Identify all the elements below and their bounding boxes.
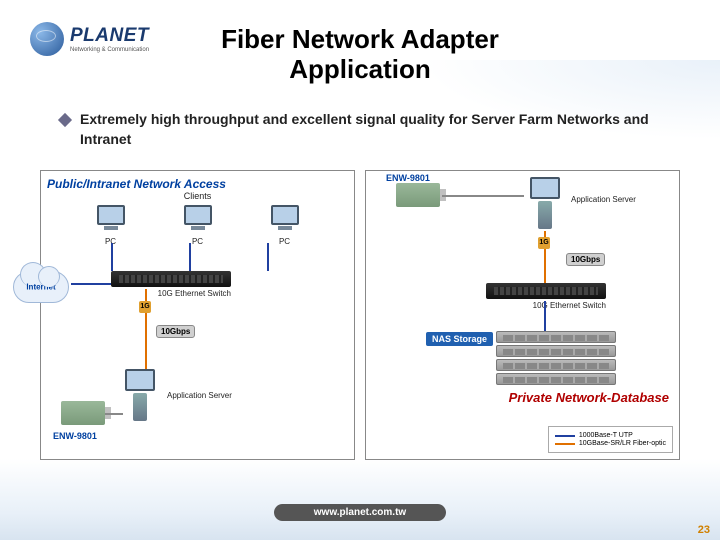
tx-badge: 1G [139,301,151,313]
pc-3: PC [267,205,303,246]
storage-unit-icon [496,331,616,343]
switch: 10G Ethernet Switch [111,271,231,298]
nas-badge: NAS Storage [426,332,493,346]
speed-badge-wrap: 10Gbps [156,321,195,339]
legend-row-fiber: 10GBase-SR/LR Fiber-optic [555,440,666,447]
slide: PLANET Networking & Communication Fiber … [0,0,720,540]
pc-1: PC [93,205,129,246]
right-panel-title: Private Network-Database [509,390,669,405]
speed-badge-wrap: 10Gbps [566,249,605,267]
pc-icon [267,205,303,237]
legend-line-utp [555,435,575,437]
pc-label: PC [267,237,303,246]
storage-stack [496,331,616,387]
nic-wrap [61,401,105,425]
switch-label: 10G Ethernet Switch [486,301,606,310]
pc-row: PC PC PC [67,205,328,246]
speed-badge: 10Gbps [156,325,195,338]
page-number: 23 [698,524,710,536]
legend-utp-label: 1000Base-T UTP [579,432,633,439]
pc-2: PC [180,205,216,246]
left-panel: Public/Intranet Network Access Clients P… [40,170,355,460]
storage-unit-icon [496,373,616,385]
legend: 1000Base-T UTP 10GBase-SR/LR Fiber-optic [548,426,673,453]
nas-badge-wrap: NAS Storage [426,329,493,347]
pc-icon [180,205,216,237]
footer-url: www.planet.com.tw [274,504,446,521]
bullet-row: Extremely high throughput and excellent … [60,110,680,149]
title-line-2: Application [289,54,431,84]
clients-label: Clients [47,191,348,201]
switch-icon [486,283,606,299]
pc-icon [93,205,129,237]
tx-badge: 1G [538,237,550,249]
pc-label: PC [180,237,216,246]
server-icon [121,369,159,421]
server-row: Application Server [121,369,232,421]
link-line [111,243,113,271]
slide-title: Fiber Network Adapter Application [0,25,720,85]
link-line [544,301,546,331]
speed-badge: 10Gbps [566,253,605,266]
footer: www.planet.com.tw [0,502,720,522]
nic-label: ENW-9801 [386,173,430,183]
link-line [189,243,191,271]
link-line [267,243,269,271]
left-panel-title: Public/Intranet Network Access [47,177,348,191]
internet-cloud: Internet [13,271,69,303]
link-line [105,413,123,415]
switch: 10G Ethernet Switch [486,283,606,310]
server-label: Application Server [571,195,636,204]
server-label: Application Server [167,391,232,400]
legend-row-utp: 1000Base-T UTP [555,432,666,439]
cloud-icon: Internet [13,271,69,303]
server-top [526,177,564,229]
nic-label: ENW-9801 [53,431,97,441]
legend-fiber-label: 10GBase-SR/LR Fiber-optic [579,440,666,447]
diamond-bullet-icon [58,113,72,127]
nic-icon [61,401,105,425]
bullet-text: Extremely high throughput and excellent … [80,110,680,149]
storage-unit-icon [496,359,616,371]
internet-label: Internet [26,283,55,292]
diagram-container: Public/Intranet Network Access Clients P… [40,170,680,460]
title-line-1: Fiber Network Adapter [221,24,499,54]
storage-unit-icon [496,345,616,357]
link-line [442,195,524,197]
switch-label: 10G Ethernet Switch [111,289,231,298]
link-line [71,283,111,285]
legend-line-fiber [555,443,575,445]
nic-wrap [396,183,440,207]
right-panel: ENW-9801 Application Server 1G 10Gbps 10… [365,170,680,460]
server-icon [526,177,564,229]
nic-icon [396,183,440,207]
switch-icon [111,271,231,287]
